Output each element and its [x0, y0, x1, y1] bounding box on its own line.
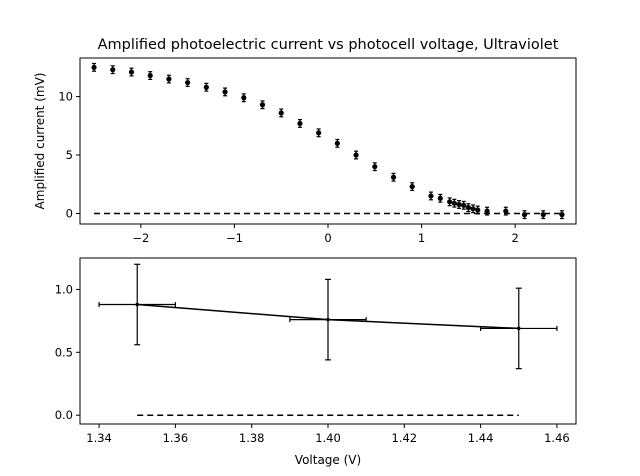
- data-point: [451, 200, 457, 206]
- y-tick-label: 1.0: [55, 282, 73, 296]
- data-point: [259, 102, 266, 108]
- x-tick-label: 1.38: [239, 431, 265, 445]
- data-point: [91, 64, 97, 70]
- x-tick-label: 1.44: [468, 431, 494, 445]
- y-tick-label: 5: [66, 148, 73, 162]
- data-point: [437, 195, 443, 201]
- y-tick-label: 0.0: [55, 408, 73, 422]
- data-point: [185, 79, 191, 86]
- data-point: [128, 69, 135, 75]
- data-point: [334, 140, 340, 146]
- data-point: [203, 84, 209, 90]
- data-point: [461, 202, 467, 208]
- data-point: [540, 212, 546, 218]
- x-tick-label: 2: [512, 231, 519, 245]
- chart-title: Amplified photoelectric current vs photo…: [98, 37, 559, 53]
- data-point: [390, 174, 397, 180]
- x-tick-label: 1.34: [86, 431, 112, 445]
- data-point: [559, 212, 565, 218]
- x-axis-label: Voltage (V): [295, 453, 361, 467]
- axes-frame: [79, 57, 577, 225]
- data-point: [147, 72, 153, 79]
- data-point: [475, 207, 481, 213]
- data-point: [484, 208, 490, 214]
- data-point: [516, 326, 521, 331]
- x-tick-label: 1.40: [315, 431, 341, 445]
- data-point: [521, 212, 528, 218]
- x-tick-label: 1: [418, 231, 425, 245]
- x-tick-label: 1.42: [392, 431, 418, 445]
- data-point: [503, 208, 509, 214]
- data-point: [428, 193, 434, 199]
- data-point: [456, 201, 462, 208]
- data-point: [316, 130, 322, 136]
- data-point: [372, 164, 378, 170]
- data-point: [447, 199, 453, 205]
- data-point: [222, 89, 228, 95]
- x-tick-label: 0: [324, 231, 331, 245]
- x-tick-label: −2: [132, 231, 149, 245]
- x-tick-label: 1.46: [544, 431, 570, 445]
- data-point: [297, 120, 303, 127]
- y-tick-label: 0: [66, 206, 73, 220]
- data-point: [166, 76, 172, 82]
- bottom-plot-area: 1.34 1.36 1.38 1.40 1.42 1.44 1.46 0.0 0.5 1.0: [55, 257, 577, 445]
- data-point: [326, 317, 330, 322]
- bottom-panel: Voltage (V) 1.34 1.36 1.38 1.40 1.42 1.44 1.46…: [55, 257, 577, 467]
- data-point: [241, 95, 247, 101]
- x-tick-label: −1: [226, 231, 243, 245]
- top-plot-area: −2 −1 0 1 2 0 5 10: [58, 57, 577, 245]
- y-axis-label: Amplified current (mV): [33, 73, 47, 210]
- data-point: [278, 110, 284, 116]
- data-point: [465, 205, 471, 211]
- y-tick-label: 0.5: [55, 345, 73, 359]
- data-point: [110, 67, 116, 73]
- x-tick-label: 1.36: [163, 431, 189, 445]
- y-tick-label: 10: [58, 90, 73, 104]
- data-point: [470, 206, 476, 212]
- data-point: [135, 302, 140, 307]
- data-point: [409, 183, 415, 190]
- top-panel: Amplified photoelectric current vs photo…: [33, 37, 577, 245]
- data-point: [353, 152, 359, 158]
